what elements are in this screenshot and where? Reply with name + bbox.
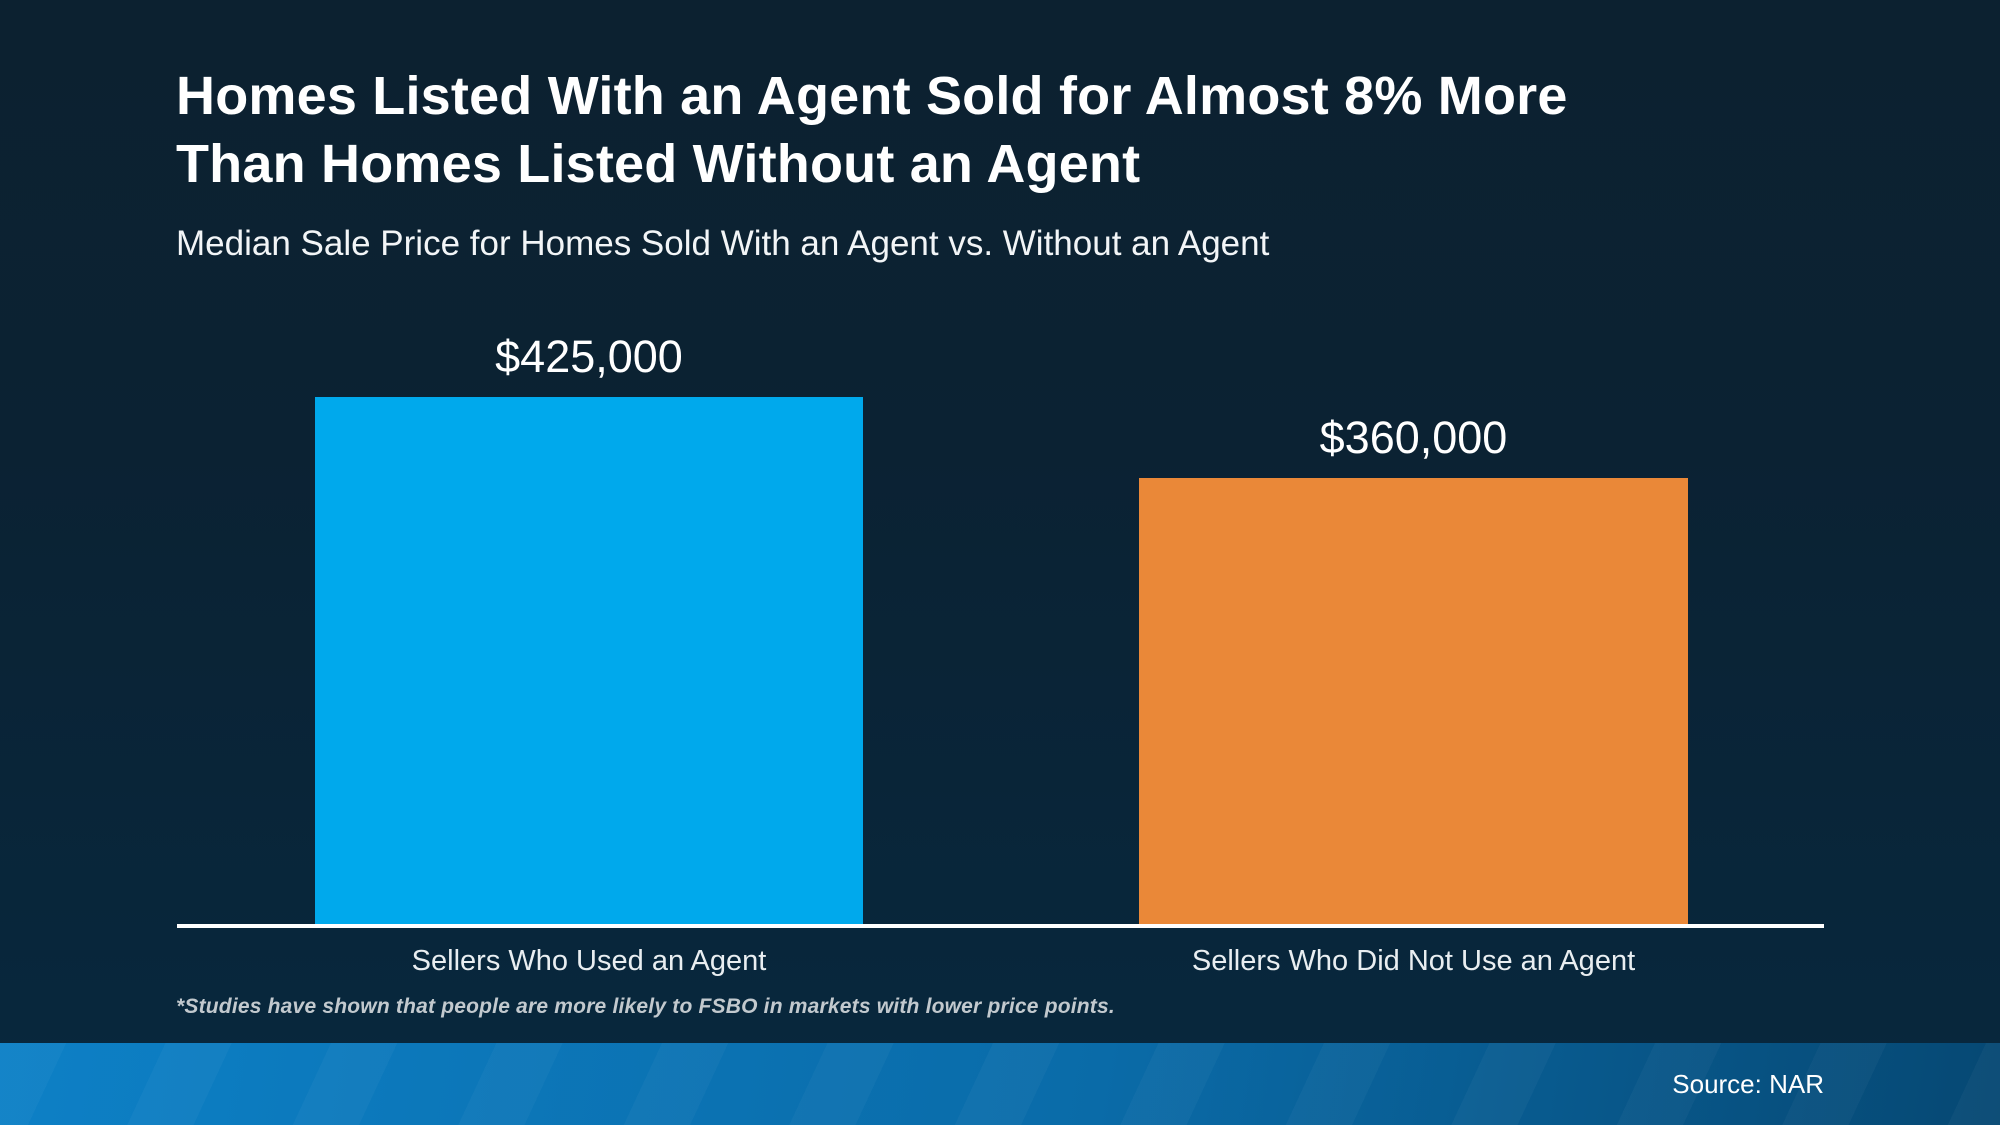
chart-subtitle: Median Sale Price for Homes Sold With an… [176,224,1270,263]
x-axis-line [177,924,1824,928]
category-label-no-agent: Sellers Who Did Not Use an Agent [1191,945,1636,977]
bar-no-agent [1139,478,1688,924]
chart-title-line-1: Homes Listed With an Agent Sold for Almo… [176,66,1568,126]
category-label-agent: Sellers Who Used an Agent [411,945,767,977]
source-label: Source: NAR [1672,1068,1824,1099]
bar-group-agent: $425,000 [315,0,863,924]
bar-group-no-agent: $360,000 [1139,0,1688,924]
chart-title: Homes Listed With an Agent Sold for Almo… [176,62,1568,198]
bar-agent [315,397,863,924]
value-label-no-agent: $360,000 [1319,412,1508,463]
footer-bar: Source: NAR [0,1043,2000,1125]
footnote: *Studies have shown that people are more… [176,995,1115,1018]
chart-title-line-2: Than Homes Listed Without an Agent [176,134,1141,195]
value-label-agent: $425,000 [495,331,683,382]
